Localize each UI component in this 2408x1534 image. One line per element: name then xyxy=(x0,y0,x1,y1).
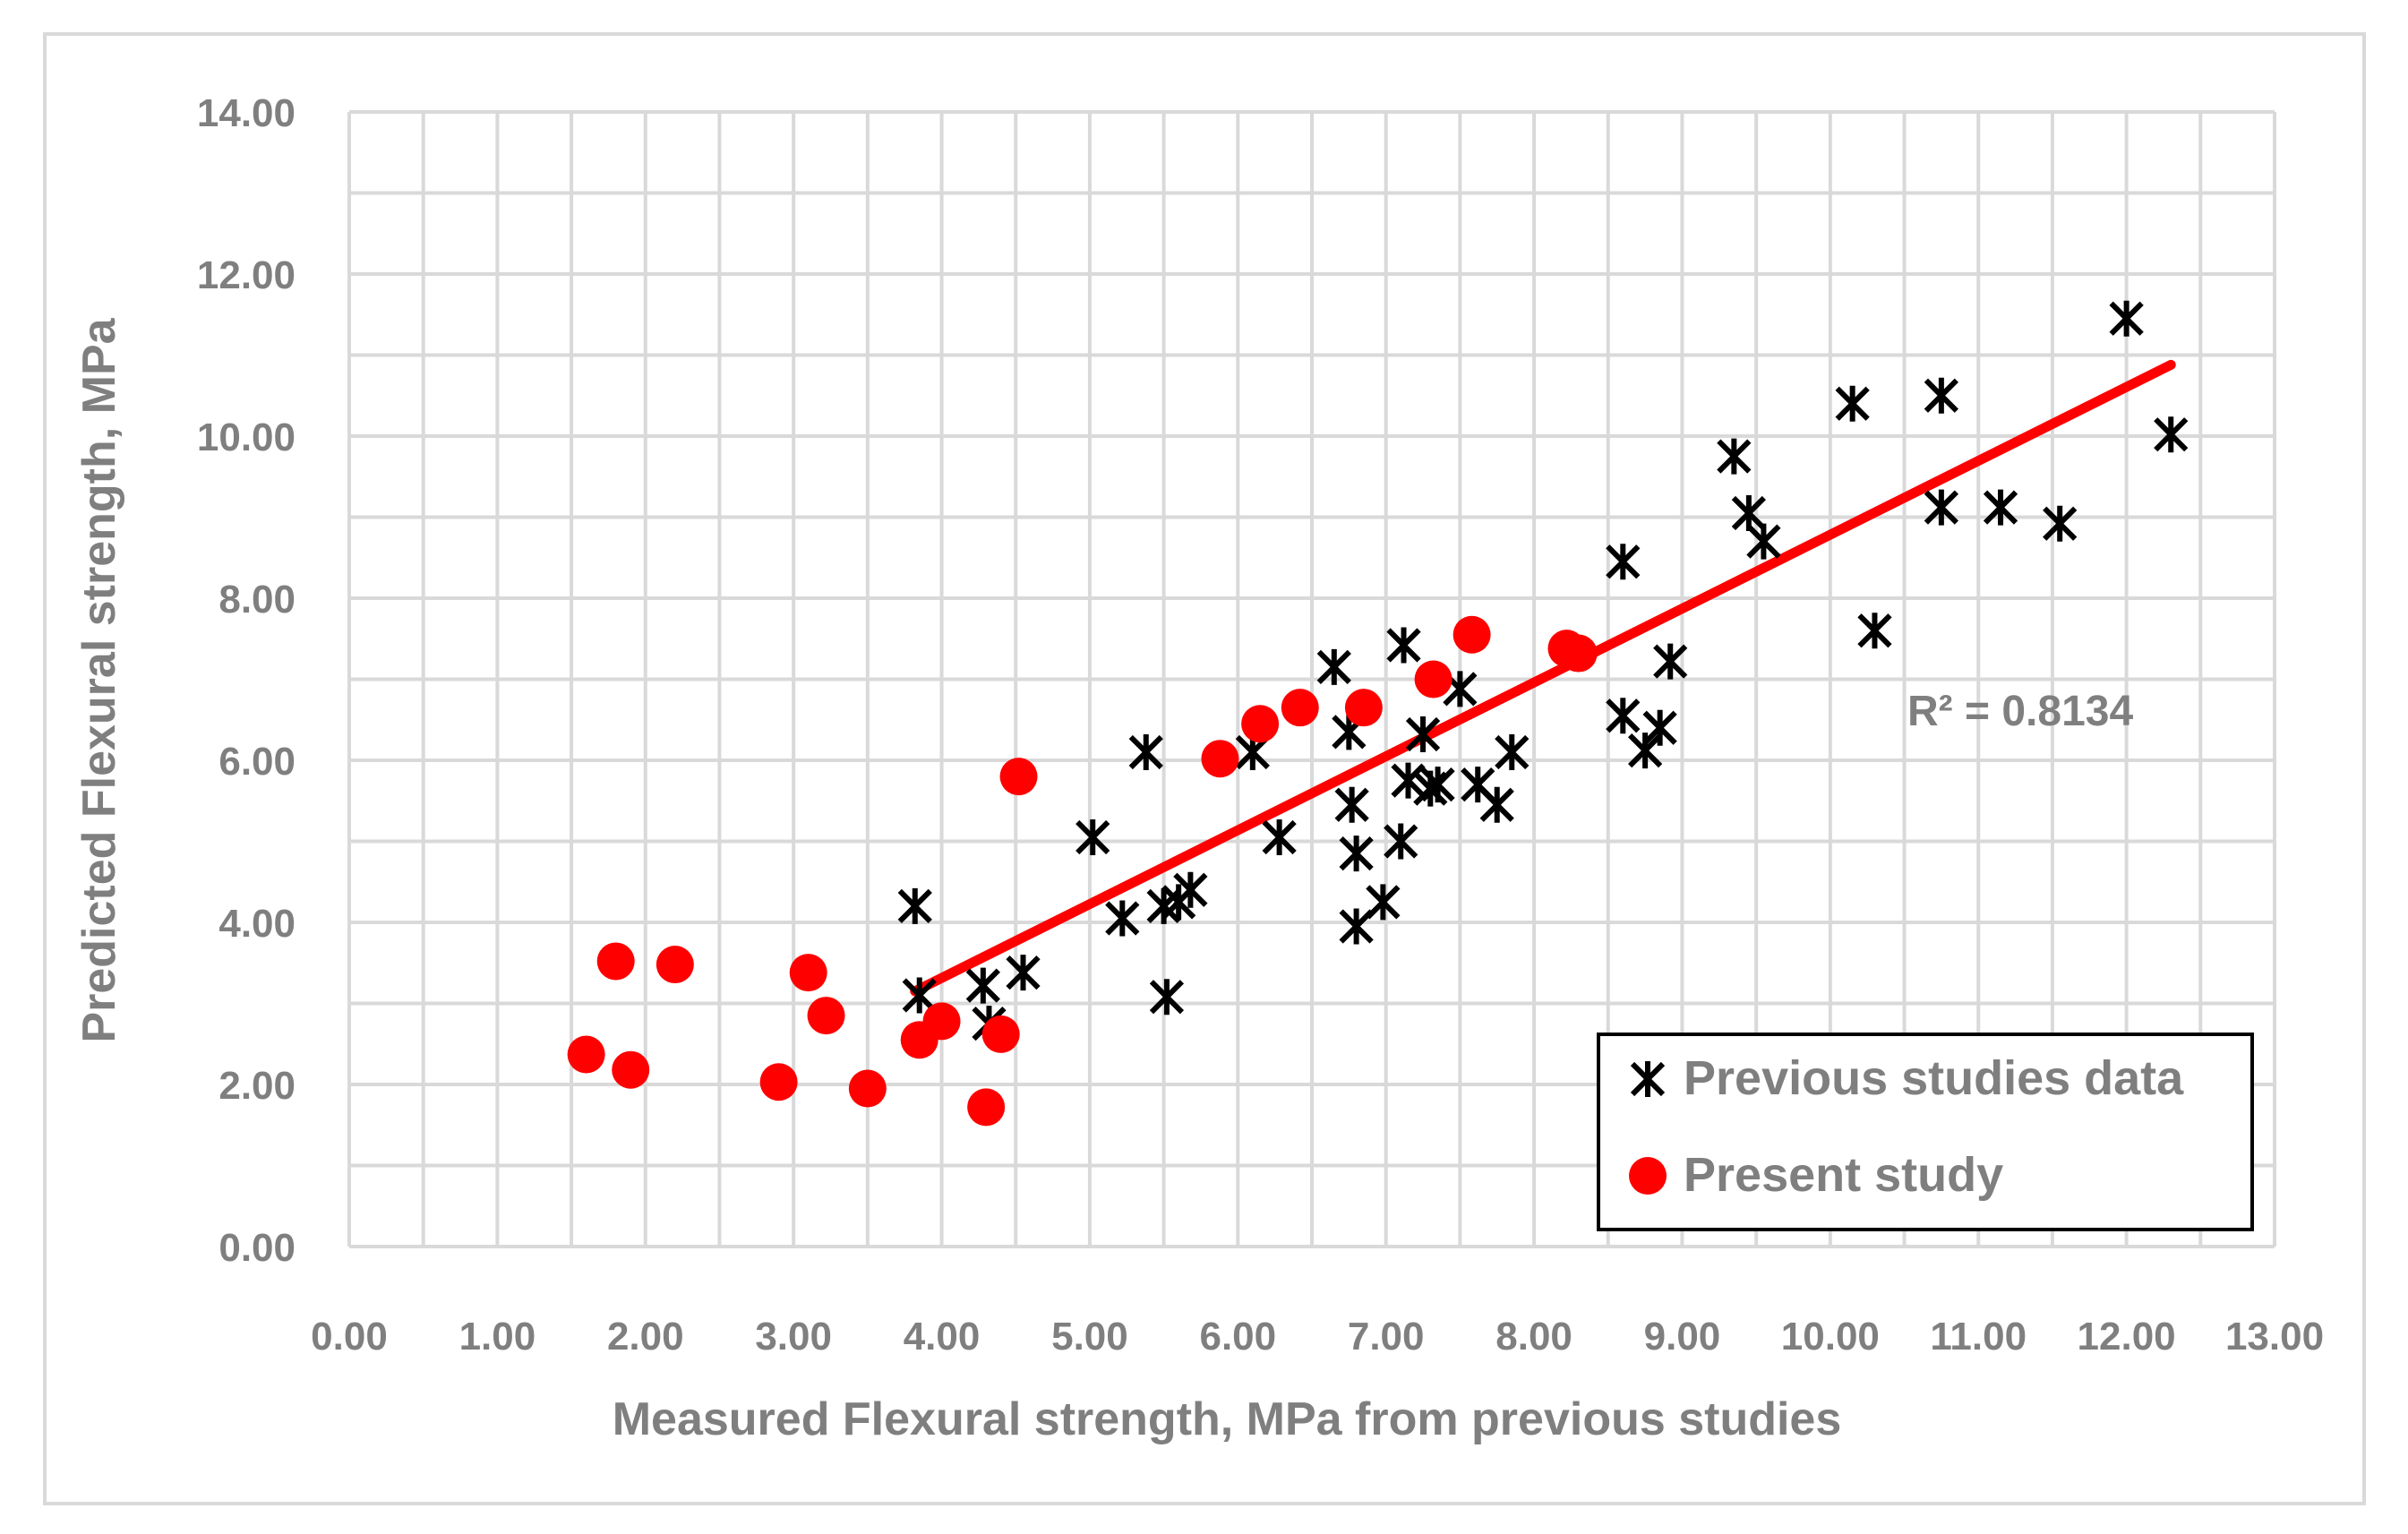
data-point-previous xyxy=(1173,871,1208,908)
y-tick-label: 6.00 xyxy=(219,740,296,784)
data-point-present xyxy=(567,1035,605,1074)
x-tick-label: 13.00 xyxy=(2225,1315,2324,1358)
data-point-present xyxy=(1281,689,1319,727)
data-point-previous xyxy=(1006,955,1041,991)
legend-circle-marker xyxy=(1629,1157,1667,1195)
data-point-present xyxy=(656,946,694,984)
data-point-present xyxy=(789,954,827,992)
legend-marker-present-icon xyxy=(1629,1157,1667,1195)
data-point-previous xyxy=(1746,523,1781,560)
y-axis-title: Predicted Flexural strength, MPa xyxy=(73,317,125,1042)
data-point-present xyxy=(1344,689,1383,727)
data-point-previous xyxy=(1606,698,1641,734)
x-tick-label: 0.00 xyxy=(311,1315,388,1358)
data-point-previous xyxy=(1606,544,1641,580)
data-point-previous xyxy=(1983,489,2018,526)
r-squared-label: R² = 0.8134 xyxy=(1907,688,2133,735)
data-point-previous xyxy=(1339,836,1374,872)
data-point-present xyxy=(1414,660,1453,698)
data-point-previous xyxy=(1642,709,1677,746)
data-point-previous xyxy=(1149,979,1185,1016)
data-point-previous xyxy=(1075,818,1110,855)
x-tick-label: 9.00 xyxy=(1644,1315,1721,1358)
data-point-previous xyxy=(1128,733,1163,770)
data-point-previous xyxy=(1627,733,1663,769)
data-point-present xyxy=(1241,705,1280,743)
y-tick-label: 10.00 xyxy=(197,416,296,459)
legend: Previous studies data Present study xyxy=(1597,1033,2254,1231)
x-tick-label: 8.00 xyxy=(1495,1315,1572,1358)
data-point-present xyxy=(1201,740,1239,778)
x-tick-label: 3.00 xyxy=(755,1315,832,1358)
data-point-previous xyxy=(1835,385,1870,422)
legend-label-previous: Previous studies data xyxy=(1684,1051,2184,1105)
data-point-previous xyxy=(1495,733,1530,770)
data-point-present xyxy=(999,758,1038,796)
data-point-previous xyxy=(1316,648,1351,685)
y-tick-labels: 0.00 2.00 4.00 6.00 8.00 10.00 12.00 14.00 xyxy=(197,91,296,1270)
x-axis-title: Measured Flexural strength, MPa from pre… xyxy=(613,1393,1842,1445)
data-point-previous xyxy=(965,967,1000,1004)
series-present-study xyxy=(567,615,1598,1127)
data-series xyxy=(567,300,2189,1127)
data-point-previous xyxy=(1384,823,1418,860)
data-point-previous xyxy=(902,977,937,1014)
data-point-previous xyxy=(1262,818,1297,855)
data-point-present xyxy=(612,1050,650,1089)
data-point-previous xyxy=(1653,643,1688,680)
data-point-present xyxy=(1559,634,1598,673)
x-tick-labels: 0.00 1.00 2.00 3.00 4.00 5.00 6.00 7.00 8.00 9.00… xyxy=(311,1315,2324,1358)
data-point-present xyxy=(922,1002,961,1041)
x-tick-label: 5.00 xyxy=(1051,1315,1128,1358)
data-point-previous xyxy=(897,887,932,924)
data-point-previous xyxy=(1105,900,1140,937)
data-point-previous xyxy=(1339,908,1374,945)
data-point-previous xyxy=(1857,613,1892,649)
x-tick-label: 6.00 xyxy=(1199,1315,1276,1358)
data-point-present xyxy=(807,997,845,1035)
data-point-previous xyxy=(1386,627,1421,664)
data-point-present xyxy=(981,1015,1020,1053)
legend-star-marker xyxy=(1630,1061,1666,1097)
y-tick-label: 12.00 xyxy=(197,253,296,297)
x-tick-label: 7.00 xyxy=(1348,1315,1425,1358)
data-point-previous xyxy=(1924,377,1959,414)
legend-marker-previous-icon xyxy=(1630,1061,1666,1097)
x-tick-label: 11.00 xyxy=(1930,1315,2027,1358)
data-point-present xyxy=(967,1088,1006,1127)
data-point-previous xyxy=(1405,716,1441,753)
data-point-previous xyxy=(1479,786,1514,823)
data-point-present xyxy=(596,942,635,981)
data-point-present xyxy=(759,1063,798,1101)
data-point-previous xyxy=(2154,416,2189,453)
x-tick-label: 12.00 xyxy=(2078,1315,2176,1358)
legend-box xyxy=(1597,1033,2254,1231)
x-tick-label: 10.00 xyxy=(1781,1315,1880,1358)
legend-label-present: Present study xyxy=(1684,1148,2003,1202)
data-point-previous xyxy=(1391,762,1426,799)
data-point-previous xyxy=(1334,786,1369,823)
y-tick-label: 2.00 xyxy=(219,1064,296,1108)
data-point-previous xyxy=(1924,489,1959,526)
x-tick-label: 2.00 xyxy=(607,1315,684,1358)
y-tick-label: 4.00 xyxy=(219,902,296,946)
y-tick-label: 0.00 xyxy=(219,1226,296,1270)
y-tick-label: 8.00 xyxy=(219,578,296,621)
data-point-previous xyxy=(1420,767,1455,803)
gridlines xyxy=(347,110,2276,1248)
data-point-previous xyxy=(1366,884,1401,921)
data-point-present xyxy=(848,1069,887,1108)
trendline xyxy=(910,359,2176,997)
x-tick-label: 4.00 xyxy=(904,1315,981,1358)
data-point-previous xyxy=(2043,505,2078,542)
data-point-present xyxy=(1453,615,1491,654)
data-point-previous xyxy=(1717,438,1752,475)
x-tick-label: 1.00 xyxy=(459,1315,536,1358)
data-point-previous xyxy=(1731,494,1767,531)
data-point-previous xyxy=(2109,300,2144,337)
trendline-group xyxy=(910,359,2176,997)
y-tick-label: 14.00 xyxy=(197,91,296,135)
